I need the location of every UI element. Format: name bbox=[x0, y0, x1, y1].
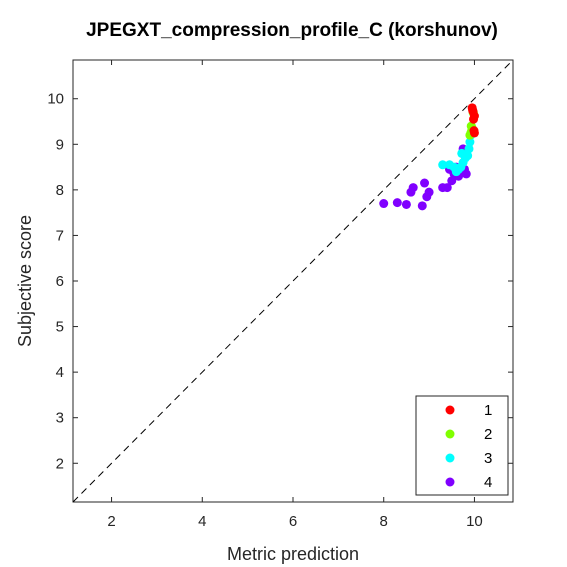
x-tick-label: 2 bbox=[107, 513, 115, 530]
y-axis-label: Subjective score bbox=[15, 215, 35, 347]
chart-title: JPEGXT_compression_profile_C (korshunov) bbox=[86, 20, 498, 41]
data-point-series-4 bbox=[408, 183, 418, 193]
data-points bbox=[379, 103, 479, 211]
y-tick-label: 7 bbox=[56, 227, 64, 244]
legend-marker-2 bbox=[445, 429, 455, 439]
y-tick-label: 10 bbox=[47, 91, 64, 108]
legend-marker-3 bbox=[445, 453, 455, 463]
legend-box bbox=[415, 395, 509, 496]
data-point-series-4 bbox=[442, 183, 452, 193]
y-tick-label: 9 bbox=[56, 136, 64, 153]
x-tick-label: 8 bbox=[380, 513, 388, 530]
y-tick-label: 5 bbox=[56, 319, 64, 336]
data-point-series-1 bbox=[469, 128, 479, 138]
y-tick-label: 6 bbox=[56, 273, 64, 290]
y-tick-label: 8 bbox=[56, 182, 64, 199]
data-point-series-1 bbox=[468, 105, 478, 115]
legend: 1 2 3 4 bbox=[415, 395, 509, 496]
x-axis: 2 4 6 8 10 bbox=[107, 60, 483, 530]
y-tick-label: 3 bbox=[56, 410, 64, 427]
data-point-series-4 bbox=[379, 199, 389, 209]
legend-label-3: 3 bbox=[484, 450, 492, 467]
x-tick-label: 10 bbox=[466, 513, 483, 530]
data-point-series-3 bbox=[457, 148, 467, 158]
y-axis: 2 3 4 5 6 7 8 9 10 bbox=[47, 91, 513, 472]
data-point-series-4 bbox=[392, 198, 402, 208]
data-point-series-4 bbox=[417, 201, 427, 211]
data-point-series-4 bbox=[424, 187, 434, 197]
legend-label-2: 2 bbox=[484, 426, 492, 443]
legend-label-4: 4 bbox=[484, 474, 492, 491]
reference-diagonal-line bbox=[72, 59, 514, 503]
legend-marker-1 bbox=[445, 405, 455, 415]
x-tick-label: 4 bbox=[198, 513, 206, 530]
legend-label-1: 1 bbox=[484, 402, 492, 419]
legend-marker-4 bbox=[445, 477, 455, 487]
data-point-series-3 bbox=[451, 167, 461, 177]
data-point-series-3 bbox=[465, 137, 475, 147]
data-point-series-4 bbox=[447, 176, 457, 186]
y-tick-label: 4 bbox=[56, 364, 64, 381]
data-point-series-4 bbox=[401, 199, 411, 209]
x-tick-label: 6 bbox=[289, 513, 297, 530]
data-point-series-3 bbox=[464, 144, 474, 154]
data-point-series-4 bbox=[420, 178, 430, 188]
data-point-series-1 bbox=[469, 114, 479, 124]
y-tick-label: 2 bbox=[56, 455, 64, 472]
data-point-series-3 bbox=[438, 160, 448, 170]
data-point-series-4 bbox=[461, 169, 471, 179]
x-axis-label: Metric prediction bbox=[227, 544, 359, 564]
